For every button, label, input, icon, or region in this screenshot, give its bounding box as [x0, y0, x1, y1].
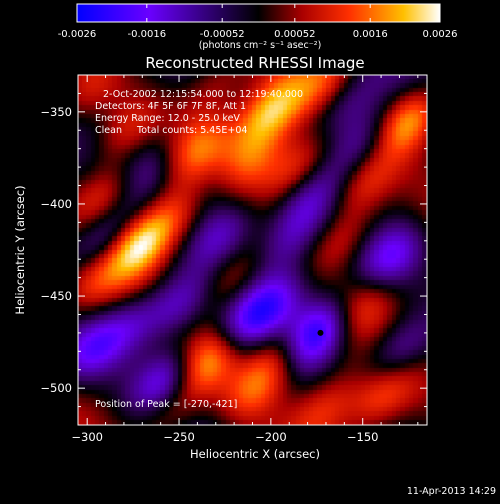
x-tick-label: −250: [163, 430, 195, 444]
annotation-energy: Energy Range: 12.0 - 25.0 keV: [95, 113, 240, 124]
colorbar-unit-label: (photons cm⁻² s⁻¹ asec⁻²): [199, 40, 322, 51]
x-axis: −300 −250 −200 −150: [71, 75, 419, 444]
colorbar-tick-label: 0.0016: [353, 29, 388, 40]
heatmap-image: [78, 75, 427, 425]
colorbar-tick-label: 0.0026: [423, 29, 458, 40]
chart-title: Reconstructed RHESSI Image: [145, 54, 364, 72]
colorbar-tick-label: -0.00052: [200, 29, 245, 40]
x-tick-label: −200: [255, 430, 287, 444]
colorbar-tick-label: -0.0026: [58, 29, 97, 40]
annotation-time: 2-Oct-2002 12:15:54.000 to 12:19:40.000: [103, 89, 303, 100]
y-tick-label: −400: [40, 197, 72, 211]
y-axis: −350 −400 −450 −500: [40, 92, 427, 408]
heatmap-container: [78, 75, 427, 425]
colorbar-ticks: [76, 4, 441, 22]
x-tick-label: −300: [71, 430, 103, 444]
y-tick-label: −450: [40, 289, 72, 303]
minimum-marker: [317, 329, 324, 336]
y-tick-label: −500: [40, 381, 72, 395]
annotation-clean: Clean Total counts: 5.45E+04: [95, 125, 247, 136]
annotation-detectors: Detectors: 4F 5F 6F 7F 8F, Att 1: [95, 101, 246, 112]
footer-date: 11-Apr-2013 14:29: [407, 486, 496, 497]
x-tick-label: −150: [347, 430, 379, 444]
x-axis-label: Heliocentric X (arcsec): [190, 447, 320, 461]
colorbar: -0.0026 -0.0016 -0.00052 0.00052 0.0016 0.002…: [58, 3, 458, 51]
y-tick-label: −350: [40, 105, 72, 119]
colorbar-tick-labels: -0.0026 -0.0016 -0.00052 0.00052 0.0016 0.002…: [58, 29, 458, 40]
colorbar-frame: [76, 3, 441, 23]
colorbar-tick-label: 0.00052: [274, 29, 315, 40]
annotation-peak-position: Position of Peak = [-270,-421]: [95, 399, 237, 410]
colorbar-gradient: [77, 4, 440, 22]
colorbar-tick-label: -0.0016: [128, 29, 167, 40]
y-axis-label: Heliocentric Y (arcsec): [13, 185, 27, 314]
